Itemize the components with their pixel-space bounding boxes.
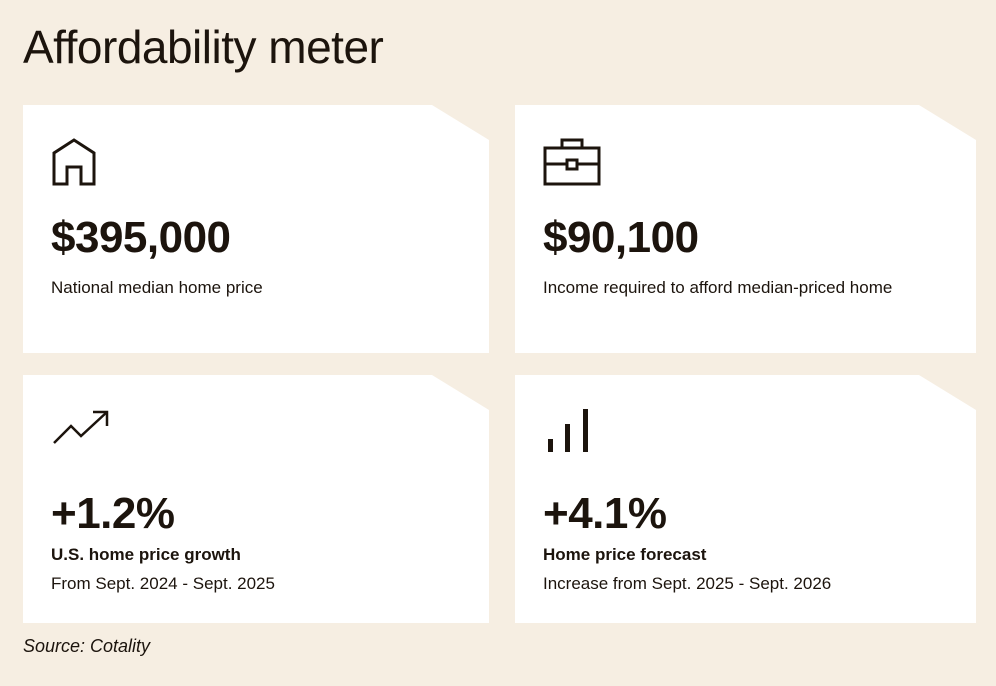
briefcase-icon bbox=[543, 137, 601, 192]
card-label: Income required to afford median-priced … bbox=[543, 278, 893, 297]
card-value: +1.2% bbox=[51, 489, 175, 538]
card-label: National median home price bbox=[51, 278, 263, 297]
card-value: $90,100 bbox=[543, 213, 699, 262]
card-income-required: $90,100 Income required to afford median… bbox=[515, 105, 976, 353]
card-sub-label: From Sept. 2024 - Sept. 2025 bbox=[51, 574, 275, 593]
card-value: $395,000 bbox=[51, 213, 231, 262]
page-title: Affordability meter bbox=[23, 21, 384, 73]
card-median-home-price: $395,000 National median home price bbox=[23, 105, 489, 353]
card-label: Home price forecast bbox=[543, 545, 707, 564]
card-price-forecast: +4.1% Home price forecast Increase from … bbox=[515, 375, 976, 623]
card-value: +4.1% bbox=[543, 489, 667, 538]
source-note: Source: Cotality bbox=[23, 636, 151, 656]
card-sub-label: Increase from Sept. 2025 - Sept. 2026 bbox=[543, 574, 832, 593]
trending-up-icon bbox=[51, 407, 111, 452]
house-icon bbox=[51, 137, 97, 192]
card-price-growth: +1.2% U.S. home price growth From Sept. … bbox=[23, 375, 489, 623]
bar-chart-icon bbox=[543, 407, 593, 460]
card-label: U.S. home price growth bbox=[51, 545, 241, 564]
